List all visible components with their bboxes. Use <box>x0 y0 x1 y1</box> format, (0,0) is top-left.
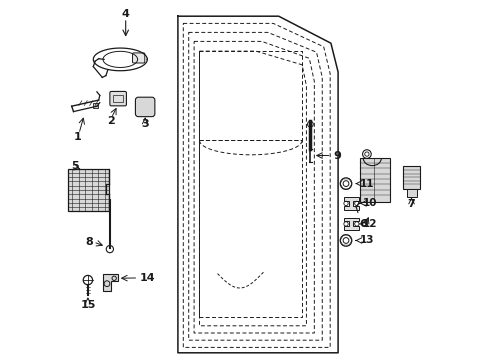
Text: 7: 7 <box>407 199 415 210</box>
Bar <box>68 169 109 211</box>
Text: 4: 4 <box>122 9 129 19</box>
Text: 13: 13 <box>359 235 373 246</box>
Text: 10: 10 <box>363 198 377 208</box>
Text: 6: 6 <box>359 219 366 229</box>
Text: 15: 15 <box>80 300 95 310</box>
Bar <box>359 158 389 202</box>
FancyBboxPatch shape <box>132 53 144 63</box>
Text: 8: 8 <box>85 237 93 247</box>
Polygon shape <box>103 274 118 291</box>
Text: 14: 14 <box>140 273 155 283</box>
Text: 1: 1 <box>73 132 81 142</box>
Bar <box>113 95 122 102</box>
FancyBboxPatch shape <box>110 91 126 106</box>
Bar <box>406 189 416 197</box>
Bar <box>402 166 419 189</box>
Text: 3: 3 <box>141 119 149 129</box>
Bar <box>92 103 98 108</box>
Polygon shape <box>343 218 358 230</box>
Text: 2: 2 <box>107 116 115 126</box>
Polygon shape <box>343 197 358 210</box>
FancyBboxPatch shape <box>135 97 155 117</box>
Text: 11: 11 <box>359 179 373 189</box>
Text: 9: 9 <box>333 150 341 161</box>
Text: 12: 12 <box>363 219 377 229</box>
Text: 5: 5 <box>71 161 78 171</box>
